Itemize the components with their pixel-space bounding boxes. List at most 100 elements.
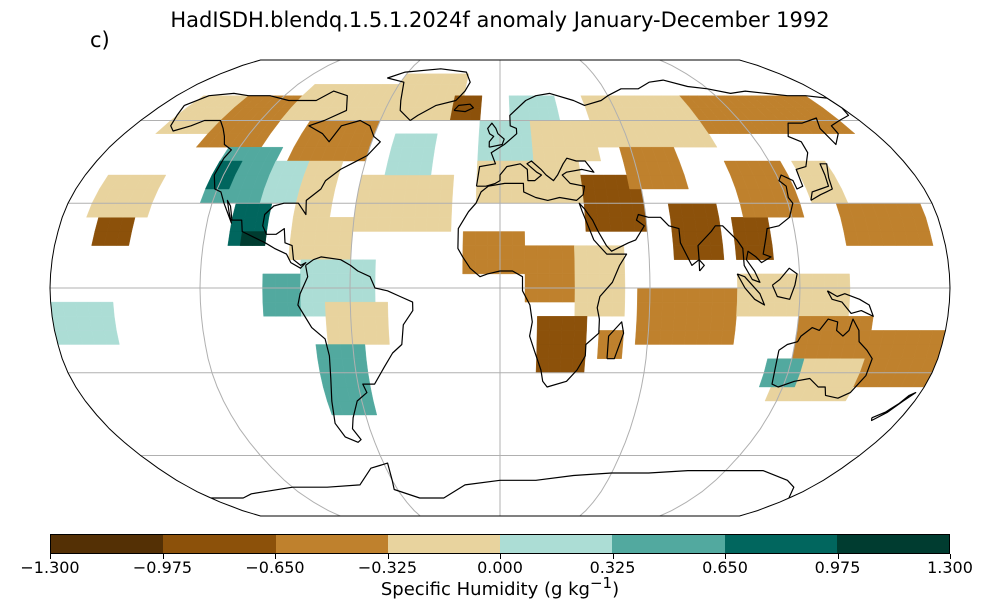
anomaly-cell-west-africa: [512, 245, 526, 260]
coastline-new-zealand: [871, 392, 917, 422]
anomaly-cell-mediterranean: [499, 188, 513, 204]
anomaly-cell-southern-africa: [536, 330, 550, 345]
anomaly-cell-northern-south-america: [362, 259, 376, 275]
anomaly-cell-north-atlantic: [393, 174, 409, 190]
anomaly-cell-indian-ocean: [686, 301, 700, 317]
anomaly-cell-india: [670, 217, 685, 232]
anomaly-cell-southern-south-america: [340, 344, 355, 359]
anomaly-cell-north-atlantic: [426, 217, 440, 232]
tick-mark: [50, 554, 51, 559]
tick-label-5: 0.000: [477, 558, 523, 577]
anomaly-cell-middle-east: [619, 202, 635, 218]
colorbar-label-text: Specific Humidity (g kg: [380, 579, 590, 600]
anomaly-cell-southern-africa: [559, 358, 574, 373]
anomaly-cell-east-pacific: [275, 301, 289, 317]
anomaly-cell-indian-ocean: [710, 316, 725, 331]
anomaly-cell-north-atlantic: [440, 174, 455, 190]
anomaly-cell-east-pacific: [274, 273, 289, 289]
anomaly-cell-north-atlantic: [405, 174, 420, 190]
anomaly-cell-tropical-south-pacific: [87, 301, 103, 317]
anomaly-cell-indonesia: [799, 273, 813, 289]
coastline-iceland: [453, 103, 474, 113]
coastline-new-guinea: [826, 290, 874, 317]
colorbar-segment-3: [275, 535, 388, 553]
anomaly-cell-indonesia: [736, 301, 750, 317]
anomaly-cell-north-atlantic: [427, 188, 442, 204]
anomaly-cell-central-africa: [536, 245, 551, 260]
anomaly-cell-middle-east: [621, 217, 636, 232]
anomaly-cell-northern-south-america: [312, 287, 326, 303]
anomaly-cell-indonesia: [811, 287, 826, 303]
anomaly-cell-mediterranean: [522, 174, 536, 190]
anomaly-cell-northern-south-america: [349, 287, 363, 303]
anomaly-cell-north-atlantic: [378, 202, 393, 218]
anomaly-cell-indian-ocean: [720, 330, 736, 345]
anomaly-cell-india: [710, 245, 725, 260]
anomaly-cell-indonesia: [774, 273, 788, 289]
anomaly-cell-caribbean: [303, 217, 318, 232]
anomaly-cell-southern-africa: [561, 316, 575, 331]
anomaly-cell-east-africa: [612, 273, 626, 289]
anomaly-cell-northern-australia: [846, 316, 862, 331]
anomaly-cell-north-atlantic: [403, 188, 418, 204]
colorbar-label-exponent: −1: [589, 574, 613, 592]
anomaly-cell-western-europe: [488, 146, 501, 162]
anomaly-cell-mediterranean: [546, 188, 561, 204]
anomaly-cell-amazon: [338, 330, 353, 345]
anomaly-cell-north-atlantic: [439, 188, 454, 204]
anomaly-cell-india: [673, 245, 687, 260]
anomaly-cell-mexico: [227, 231, 243, 246]
anomaly-cell-indian-ocean: [724, 287, 738, 303]
anomaly-cell-mediterranean: [535, 188, 549, 204]
coastline-australia: [771, 318, 873, 399]
anomaly-cell-east-pacific: [262, 287, 276, 303]
anomaly-cell-northern-south-america: [324, 273, 338, 289]
anomaly-cell-indian-ocean: [674, 287, 688, 303]
anomaly-cell-indonesia: [786, 273, 801, 289]
anomaly-cell-western-europe: [499, 146, 512, 162]
anomaly-cell-amazon: [351, 330, 366, 345]
tick-label-3: −0.650: [245, 558, 305, 577]
tick-mark: [950, 554, 951, 559]
anomaly-cell-west-africa: [462, 245, 476, 260]
anomaly-cell-southern-africa: [548, 330, 563, 345]
anomaly-cell-north-atlantic: [429, 174, 443, 190]
anomaly-cell-india: [694, 217, 709, 232]
anomaly-cell-east-africa: [587, 287, 601, 303]
anomaly-cell-southern-africa: [561, 330, 575, 345]
anomaly-cell-central-africa: [537, 273, 551, 289]
anomaly-cell-indonesia: [761, 287, 776, 303]
anomaly-cell-east-africa: [586, 245, 600, 260]
anomaly-cell-indian-ocean: [697, 316, 712, 331]
anomaly-cell-mid-atlantic: [419, 160, 434, 176]
anomaly-cell-scandinavia: [519, 120, 532, 134]
tick-label-9: 1.300: [927, 558, 973, 577]
anomaly-cell-indian-ocean: [698, 301, 713, 317]
anomaly-cell-southern-africa: [574, 316, 588, 331]
anomaly-cell-greenland: [457, 73, 470, 85]
anomaly-cell-madagascar: [609, 344, 624, 359]
anomaly-cell-east-pacific: [287, 273, 301, 289]
anomaly-cell-southern-south-america: [352, 344, 367, 359]
anomaly-cell-middle-east: [609, 217, 624, 232]
tick-label-2: −0.975: [132, 558, 193, 577]
anomaly-cell-middle-east: [597, 217, 611, 232]
anomaly-cell-east-africa: [574, 259, 588, 275]
anomaly-cell-indian-ocean: [685, 316, 700, 331]
anomaly-cell-amazon: [324, 301, 339, 317]
anomaly-cell-eastern-europe: [532, 146, 546, 162]
anomaly-cell-amazon: [326, 330, 341, 345]
anomaly-cell-mediterranean: [488, 160, 501, 176]
colorbar-segment-1: [51, 535, 164, 553]
globe-outline: [49, 59, 951, 517]
tick-label-8: 0.975: [814, 558, 861, 577]
anomaly-cell-west-africa: [462, 231, 476, 246]
anomaly-cell-indian-ocean: [711, 301, 725, 317]
anomaly-cell-mexico-coast: [252, 231, 267, 246]
anomaly-cell-north-atlantic: [389, 217, 403, 232]
longitude-gridline: [349, 60, 421, 516]
anomaly-cell-north-atlantic: [413, 217, 428, 232]
anomaly-cell-western-usa: [264, 146, 284, 162]
anomaly-cell-tropical-south-pacific: [64, 316, 80, 331]
anomaly-cell-indonesia: [824, 273, 838, 289]
